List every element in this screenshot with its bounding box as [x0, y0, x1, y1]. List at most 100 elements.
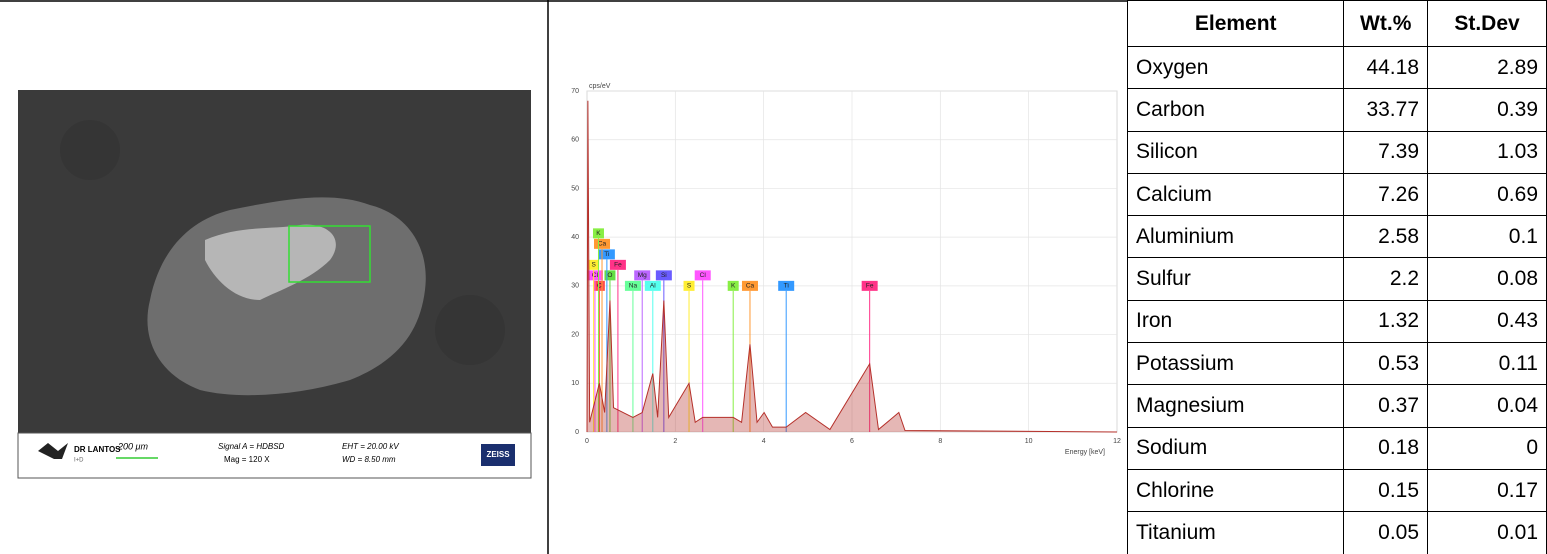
- element-label: Al: [650, 283, 656, 290]
- number-cell: 7.39: [1344, 131, 1428, 173]
- element-label: Ca: [746, 283, 755, 290]
- signal: Signal A = HDBSD: [218, 442, 285, 451]
- element-label: S: [591, 262, 596, 269]
- y-axis-label: cps/eV: [589, 83, 611, 90]
- element-cell: Oxygen: [1128, 47, 1344, 89]
- element-label: Mg: [638, 272, 647, 279]
- element-cell: Sulfur: [1128, 258, 1344, 300]
- y-tick-label: 70: [571, 88, 579, 95]
- table-row: Iron1.320.43: [1128, 300, 1547, 342]
- number-cell: 0.04: [1428, 385, 1547, 427]
- scale-label: 200 μm: [117, 441, 148, 451]
- magnification: Mag = 120 X: [224, 455, 270, 464]
- texture: [60, 120, 120, 180]
- element-label: Ti: [784, 283, 789, 290]
- element-label: K: [596, 230, 601, 237]
- x-tick-label: 6: [850, 438, 854, 445]
- header-cell: St.Dev: [1428, 1, 1547, 47]
- element-label: Cl: [700, 272, 707, 279]
- number-cell: 0.01: [1428, 512, 1547, 554]
- element-cell: Chlorine: [1128, 469, 1344, 511]
- element-cell: Iron: [1128, 300, 1344, 342]
- x-tick-label: 2: [673, 438, 677, 445]
- element-cell: Potassium: [1128, 343, 1344, 385]
- element-label: C: [597, 283, 602, 290]
- y-tick-label: 30: [571, 283, 579, 290]
- element-cell: Silicon: [1128, 131, 1344, 173]
- element-cell: Magnesium: [1128, 385, 1344, 427]
- number-cell: 0.15: [1344, 469, 1428, 511]
- number-cell: 0.17: [1428, 469, 1547, 511]
- number-cell: 0.39: [1428, 89, 1547, 131]
- element-label: Ti: [604, 251, 609, 258]
- number-cell: 7.26: [1344, 173, 1428, 215]
- info-bar: [18, 433, 531, 478]
- y-tick-label: 40: [571, 234, 579, 241]
- x-tick-label: 4: [762, 438, 766, 445]
- x-tick-label: 12: [1113, 438, 1121, 445]
- element-cell: Sodium: [1128, 427, 1344, 469]
- number-cell: 1.03: [1428, 131, 1547, 173]
- number-cell: 2.89: [1428, 47, 1547, 89]
- texture: [435, 295, 505, 365]
- number-cell: 0.53: [1344, 343, 1428, 385]
- number-cell: 0.08: [1428, 258, 1547, 300]
- number-cell: 0.69: [1428, 173, 1547, 215]
- number-cell: 2.58: [1344, 216, 1428, 258]
- element-label: Fe: [866, 283, 874, 290]
- y-tick-label: 20: [571, 331, 579, 338]
- number-cell: 0: [1428, 427, 1547, 469]
- x-axis-label: Energy [keV]: [1065, 449, 1105, 456]
- number-cell: 0.18: [1344, 427, 1428, 469]
- element-cell: Calcium: [1128, 173, 1344, 215]
- number-cell: 2.2: [1344, 258, 1428, 300]
- element-label: S: [687, 283, 692, 290]
- number-cell: 0.43: [1428, 300, 1547, 342]
- element-label: Cl: [592, 272, 599, 279]
- logo-sub: I+D: [74, 458, 84, 464]
- element-label: Na: [629, 283, 638, 290]
- logo-text: DR LANTOS: [74, 445, 121, 454]
- sem-image: DR LANTOS I+D 200 μm Signal A = HDBSD Ma…: [18, 90, 531, 478]
- element-label: O: [607, 272, 612, 279]
- number-cell: 0.05: [1344, 512, 1428, 554]
- element-cell: Aluminium: [1128, 216, 1344, 258]
- number-cell: 1.32: [1344, 300, 1428, 342]
- figures: DR LANTOS I+D 200 μm Signal A = HDBSD Ma…: [0, 0, 1127, 554]
- number-cell: 33.77: [1344, 89, 1428, 131]
- number-cell: 44.18: [1344, 47, 1428, 89]
- x-tick-label: 8: [938, 438, 942, 445]
- page: DR LANTOS I+D 200 μm Signal A = HDBSD Ma…: [0, 0, 1547, 554]
- element-label: Si: [661, 272, 667, 279]
- y-tick-label: 50: [571, 185, 579, 192]
- y-tick-label: 60: [571, 137, 579, 144]
- element-label: K: [731, 283, 736, 290]
- element-label: Ca: [598, 241, 607, 248]
- x-tick-label: 0: [585, 438, 589, 445]
- header-cell: Wt.%: [1344, 1, 1428, 47]
- x-tick-label: 10: [1025, 438, 1033, 445]
- table-row: Oxygen44.182.89: [1128, 47, 1547, 89]
- brand: ZEISS: [486, 450, 510, 459]
- element-cell: Titanium: [1128, 512, 1344, 554]
- table-row: Sodium0.180: [1128, 427, 1547, 469]
- number-cell: 0.37: [1344, 385, 1428, 427]
- number-cell: 0.1: [1428, 216, 1547, 258]
- element-label: Fe: [614, 262, 622, 269]
- element-cell: Carbon: [1128, 89, 1344, 131]
- y-tick-label: 0: [575, 429, 579, 436]
- header-cell: Element: [1128, 1, 1344, 47]
- number-cell: 0.11: [1428, 343, 1547, 385]
